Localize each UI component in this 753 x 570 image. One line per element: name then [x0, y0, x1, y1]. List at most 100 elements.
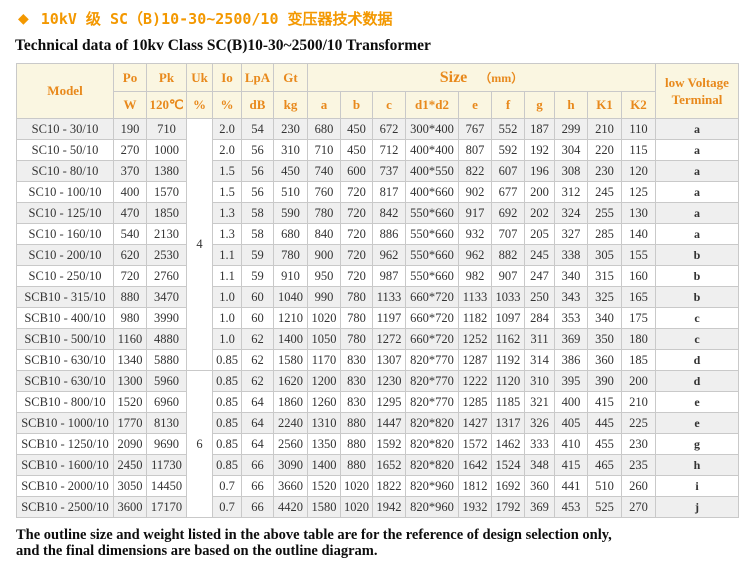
data-cell: 6960: [146, 391, 187, 413]
data-cell: 0.7: [212, 475, 242, 497]
data-cell: 820*820: [405, 412, 459, 434]
data-cell: 1.3: [212, 202, 242, 224]
data-cell: 270: [113, 139, 147, 161]
data-cell: 3990: [146, 307, 187, 329]
data-cell: 2240: [273, 412, 308, 434]
table-row: SC10 - 250/10 720 2760 1.1 59 910 950 720 987 550…: [16, 265, 739, 287]
data-cell: 180: [621, 328, 656, 350]
size-unit-label: （mm）: [479, 70, 524, 85]
data-cell: 0.85: [212, 454, 242, 476]
data-cell: 2560: [273, 433, 308, 455]
table-row: SCB10 - 630/10 1300 5960 6 0.85 62 1620 1200 830…: [16, 370, 739, 518]
data-cell: 962: [458, 244, 492, 266]
data-cell: 990: [307, 286, 341, 308]
data-cell: 205: [524, 223, 555, 245]
data-cell: 192: [524, 139, 555, 161]
data-cell: 1812: [458, 475, 492, 497]
data-cell: 343: [554, 286, 588, 308]
data-cell: 56: [241, 160, 274, 182]
table-row: SCB10 - 1250/10 2090 9690 0.85 64 2560 1350 880…: [16, 433, 739, 455]
data-cell: 1592: [372, 433, 406, 455]
model-cell: SC10 - 160/10: [16, 223, 114, 245]
data-cell: 410: [554, 433, 588, 455]
data-cell: 917: [458, 202, 492, 224]
data-cell: 327: [554, 223, 588, 245]
data-cell: 1692: [491, 475, 525, 497]
data-cell: 1252: [458, 328, 492, 350]
data-cell: 200: [524, 181, 555, 203]
data-cell: 165: [621, 286, 656, 308]
data-cell: 817: [372, 181, 406, 203]
data-cell: 59: [241, 244, 274, 266]
table-row: SC10 - 100/10 400 1570 1.5 56 510 760 720 817 400…: [16, 181, 739, 203]
data-cell: 247: [524, 265, 555, 287]
data-cell: 1307: [372, 349, 406, 371]
table-row: SCB10 - 400/10 980 3990 1.0 60 1210 1020 780 119…: [16, 307, 739, 329]
data-cell: 9690: [146, 433, 187, 455]
data-cell: 720: [340, 202, 373, 224]
size-col-d1d2: d1*d2: [405, 91, 459, 119]
data-cell: 0.85: [212, 433, 242, 455]
data-cell: 210: [621, 391, 656, 413]
col-unit-kg: kg: [273, 91, 308, 119]
terminal-cell: b: [655, 244, 739, 266]
terminal-cell: b: [655, 286, 739, 308]
data-cell: 1860: [273, 391, 308, 413]
data-cell: 1317: [491, 412, 525, 434]
data-cell: 340: [587, 307, 622, 329]
data-cell: 510: [273, 181, 308, 203]
data-cell: 767: [458, 118, 492, 140]
data-cell: 1.5: [212, 181, 242, 203]
terminal-cell: j: [655, 496, 739, 518]
footnote-line-1: The outline size and weight listed in th…: [16, 527, 612, 543]
data-cell: 285: [587, 223, 622, 245]
data-cell: 386: [554, 349, 588, 371]
transformer-data-table: Model Po Pk Uk Io LpA Gt Size （mm） low Vo…: [16, 63, 739, 518]
data-cell: 348: [524, 454, 555, 476]
data-cell: 692: [491, 202, 525, 224]
data-cell: 1652: [372, 454, 406, 476]
data-cell: 1642: [458, 454, 492, 476]
data-cell: 900: [307, 244, 341, 266]
data-cell: 980: [113, 307, 147, 329]
data-cell: 308: [554, 160, 588, 182]
data-cell: 677: [491, 181, 525, 203]
uk-merged-cell: 4: [186, 118, 213, 371]
data-cell: 780: [340, 286, 373, 308]
data-cell: 56: [241, 181, 274, 203]
data-cell: 450: [340, 139, 373, 161]
data-cell: 284: [524, 307, 555, 329]
data-cell: 907: [491, 265, 525, 287]
data-cell: 312: [554, 181, 588, 203]
data-cell: 405: [554, 412, 588, 434]
table-row: SC10 - 50/10 270 1000 2.0 56 310 710 450 712 400*…: [16, 139, 739, 161]
data-cell: 830: [340, 349, 373, 371]
data-cell: 880: [340, 433, 373, 455]
size-col-b: b: [340, 91, 373, 119]
data-cell: 3090: [273, 454, 308, 476]
col-unit-db: dB: [241, 91, 274, 119]
model-cell: SCB10 - 500/10: [16, 328, 114, 350]
table-row: SC10 - 125/10 470 1850 1.3 58 590 780 720 842 550…: [16, 202, 739, 224]
data-cell: 1185: [491, 391, 525, 413]
model-cell: SCB10 - 400/10: [16, 307, 114, 329]
terminal-cell: c: [655, 328, 739, 350]
data-cell: 415: [587, 391, 622, 413]
size-col-e: e: [458, 91, 492, 119]
data-cell: 4880: [146, 328, 187, 350]
model-cell: SC10 - 100/10: [16, 181, 114, 203]
table-body: SC10 - 30/10 190 710 4 2.0 54 230 680 450 672 300*…: [16, 118, 739, 518]
data-cell: 230: [621, 433, 656, 455]
data-cell: 350: [587, 328, 622, 350]
data-cell: 780: [273, 244, 308, 266]
data-cell: 880: [113, 286, 147, 308]
size-col-k2: K2: [621, 91, 656, 119]
data-cell: 190: [113, 118, 147, 140]
table-row: SCB10 - 2000/10 3050 14450 0.7 66 3660 1520 102…: [16, 475, 739, 497]
data-cell: 1524: [491, 454, 525, 476]
data-cell: 540: [113, 223, 147, 245]
data-cell: 807: [458, 139, 492, 161]
data-cell: 360: [587, 349, 622, 371]
data-cell: 842: [372, 202, 406, 224]
data-cell: 1160: [113, 328, 147, 350]
